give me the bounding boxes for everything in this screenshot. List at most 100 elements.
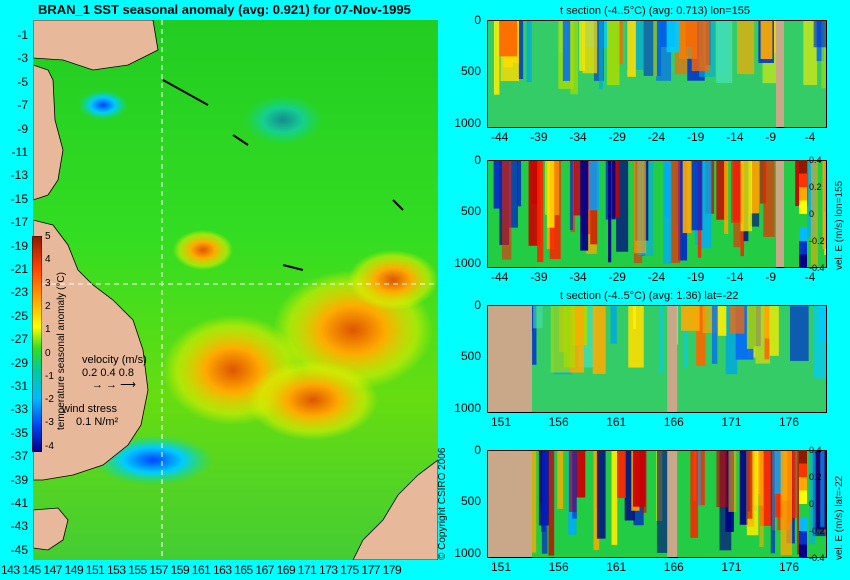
map-colorbar-tick: -4 bbox=[45, 440, 54, 452]
velocity-colorbar bbox=[799, 160, 807, 268]
heatmap-cell bbox=[554, 160, 560, 216]
map-colorbar-tick: 4 bbox=[45, 254, 51, 266]
section-x-tick: 166 bbox=[663, 415, 684, 429]
section-x-tick: -19 bbox=[687, 270, 705, 284]
section-y-tick: 1000 bbox=[454, 255, 481, 270]
heatmap-cell bbox=[821, 20, 827, 89]
section-x-tick: -34 bbox=[569, 270, 587, 284]
heatmap-cell bbox=[804, 160, 816, 238]
heatmap-cell bbox=[789, 305, 809, 361]
section-y-tick: 1000 bbox=[454, 115, 481, 130]
colorbar-band bbox=[799, 241, 807, 256]
heatmap-cell bbox=[592, 305, 606, 374]
map-lon-tick: 145 bbox=[22, 563, 41, 577]
map-lat-tick: -7 bbox=[17, 98, 28, 113]
heatmap-cell bbox=[813, 20, 827, 48]
velocity-colorbar bbox=[799, 450, 807, 558]
heatmap-cell bbox=[563, 305, 575, 368]
heatmap-frame bbox=[487, 20, 827, 128]
map-colorbar-tick: 0 bbox=[45, 347, 51, 359]
section-y-tick: 1000 bbox=[454, 400, 481, 415]
heatmap-cell bbox=[684, 305, 688, 368]
heatmap-cell bbox=[716, 450, 727, 508]
heatmap-cell bbox=[576, 450, 586, 498]
map-lon-tick: 155 bbox=[128, 563, 147, 577]
map-lat-tick: -17 bbox=[10, 215, 28, 230]
colorbar-band bbox=[799, 450, 807, 465]
heatmap-cell bbox=[746, 305, 756, 349]
velocity-colorbar-tick: -0.2 bbox=[809, 236, 825, 246]
heatmap-cell bbox=[531, 160, 539, 205]
section-x-tick: 151 bbox=[491, 560, 512, 574]
heatmap-cell bbox=[580, 160, 589, 251]
section-land bbox=[487, 450, 532, 558]
heatmap-cell bbox=[685, 20, 693, 47]
velocity-arrows: → → ⟶ bbox=[92, 379, 136, 391]
section-y-tick: 500 bbox=[460, 64, 481, 79]
map-lat-tick: -39 bbox=[10, 472, 28, 487]
section-y-tick: 0 bbox=[474, 153, 481, 167]
colorbar-band bbox=[799, 173, 807, 188]
map-lat-tick: -41 bbox=[10, 496, 28, 510]
heatmap-frame bbox=[487, 305, 827, 413]
section-y-tick: 500 bbox=[460, 349, 481, 364]
map-lon-tick: 173 bbox=[319, 563, 338, 577]
section-x-tick: -9 bbox=[765, 270, 777, 284]
section-x-tick: -39 bbox=[530, 270, 548, 284]
heatmap-cell bbox=[747, 450, 753, 519]
heatmap-cell bbox=[632, 450, 646, 507]
map-colorbar-tick: -3 bbox=[45, 417, 54, 429]
velocity-colorbar-tick: -0.4 bbox=[809, 263, 825, 273]
heatmap-cell bbox=[569, 160, 573, 231]
velocity-colorbar-tick: -0.4 bbox=[809, 553, 825, 563]
heatmap-cell bbox=[760, 450, 772, 526]
heatmap-cell bbox=[570, 20, 578, 95]
map-lat-tick: -31 bbox=[10, 379, 28, 393]
heatmap-cell bbox=[611, 450, 618, 545]
section-x-tick: 161 bbox=[606, 415, 627, 429]
section-heatmap bbox=[487, 450, 827, 558]
heatmap-cell bbox=[634, 160, 647, 254]
heatmap-cell bbox=[750, 160, 760, 214]
map-lon-tick: 153 bbox=[107, 563, 126, 577]
section-x-tick: -4 bbox=[804, 130, 816, 144]
heatmap-cell bbox=[582, 20, 598, 74]
heatmap-cell bbox=[666, 20, 680, 53]
map-lon-tick: 163 bbox=[213, 563, 232, 577]
heatmap-cell bbox=[518, 20, 524, 80]
heatmap-cell bbox=[769, 305, 779, 356]
map-lon-tick: 147 bbox=[43, 563, 62, 577]
heatmap-cell bbox=[547, 160, 555, 228]
map-lon-tick: 171 bbox=[297, 563, 317, 577]
heatmap-cell bbox=[493, 20, 500, 95]
heatmap-cell bbox=[632, 305, 637, 329]
heatmap-cell bbox=[716, 20, 733, 83]
heatmap-frame bbox=[487, 160, 827, 268]
map-lat-tick: -29 bbox=[10, 355, 28, 370]
map-lat-tick: -1 bbox=[17, 28, 28, 42]
map-lat-tick: -11 bbox=[11, 145, 28, 159]
map-lat-tick: -13 bbox=[10, 168, 28, 183]
heatmap-cell bbox=[819, 305, 826, 342]
section-x-tick: -4 bbox=[804, 270, 816, 284]
heatmap-cell bbox=[517, 160, 522, 207]
map-colorbar-tick: -1 bbox=[45, 370, 54, 382]
section-x-tick: -34 bbox=[569, 130, 587, 144]
velocity-colorbar-tick: 0.4 bbox=[809, 155, 822, 165]
cape-york-land bbox=[33, 64, 64, 201]
wind-legend-scale: 0.1 N/m² bbox=[76, 416, 119, 428]
section-x-tick: 176 bbox=[779, 560, 800, 574]
map-lon-tick: 177 bbox=[361, 563, 380, 577]
heatmap-cell bbox=[724, 160, 729, 234]
section-x-tick: 171 bbox=[721, 415, 742, 429]
map-title: BRAN_1 SST seasonal anomaly (avg: 0.921)… bbox=[38, 2, 411, 17]
velocity-colorbar-tick: 0.2 bbox=[809, 472, 822, 482]
section-x-tick: -29 bbox=[608, 130, 626, 144]
map-lat-tick: -37 bbox=[10, 449, 28, 464]
colorbar-band bbox=[799, 544, 807, 558]
colorbar-band bbox=[799, 214, 807, 229]
heatmap-cell bbox=[573, 160, 584, 216]
heatmap-cell bbox=[572, 450, 577, 519]
heatmap-cell bbox=[728, 450, 737, 512]
velocity-legend-scale: 0.2 0.4 0.8 bbox=[82, 367, 134, 379]
